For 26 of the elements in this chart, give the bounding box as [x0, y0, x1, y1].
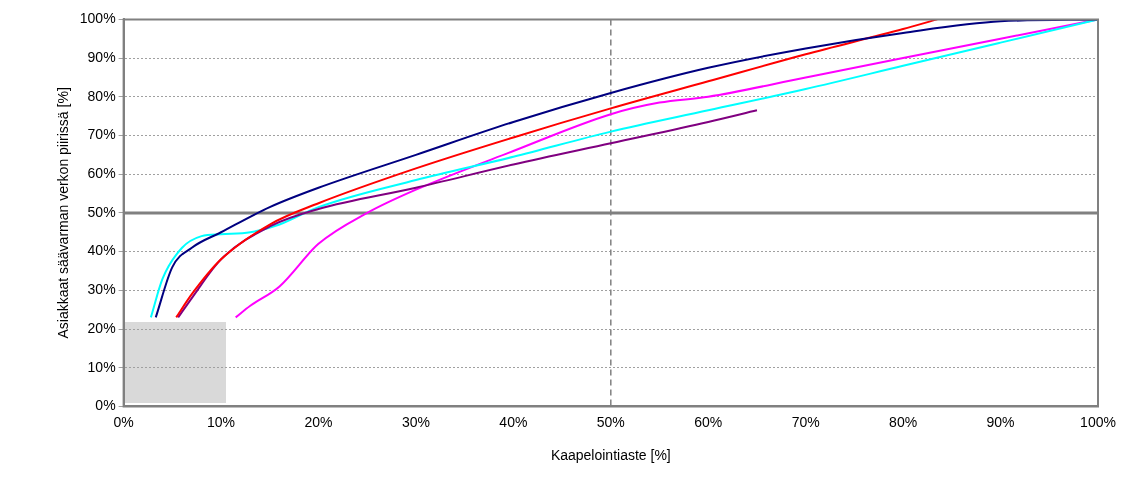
x-tick-label: 0%	[113, 413, 134, 430]
y-tick-label: 10%	[87, 358, 116, 375]
line-series	[177, 109, 758, 319]
y-tick-label: 50%	[87, 203, 116, 220]
x-tick-label: 20%	[304, 413, 333, 430]
y-tick-label: 60%	[87, 165, 116, 182]
line-series	[175, 19, 939, 319]
y-tick-label: 80%	[87, 87, 116, 104]
y-tick-label: 40%	[87, 242, 116, 259]
x-tick-label: 50%	[596, 413, 625, 430]
x-axis-title: Kaapelointiaste [%]	[550, 447, 671, 464]
y-tick-label: 0%	[95, 397, 116, 414]
x-tick-label: 60%	[694, 413, 723, 430]
y-tick-label: 70%	[87, 126, 116, 143]
x-tick-label: 30%	[401, 413, 430, 430]
y-tick-label: 20%	[87, 319, 116, 336]
x-tick-label: 100%	[1080, 413, 1116, 430]
y-tick-label: 90%	[87, 48, 116, 65]
y-tick-label: 100%	[79, 10, 116, 27]
y-axis-title: Asiakkaat säävarman verkon piirissä [%]	[55, 87, 72, 339]
x-tick-label: 70%	[791, 413, 820, 430]
x-tick-label: 80%	[889, 413, 918, 430]
x-tick-label: 10%	[207, 413, 236, 430]
x-tick-label: 90%	[986, 413, 1015, 430]
y-tick-label: 30%	[87, 281, 116, 298]
x-tick-label: 40%	[499, 413, 528, 430]
